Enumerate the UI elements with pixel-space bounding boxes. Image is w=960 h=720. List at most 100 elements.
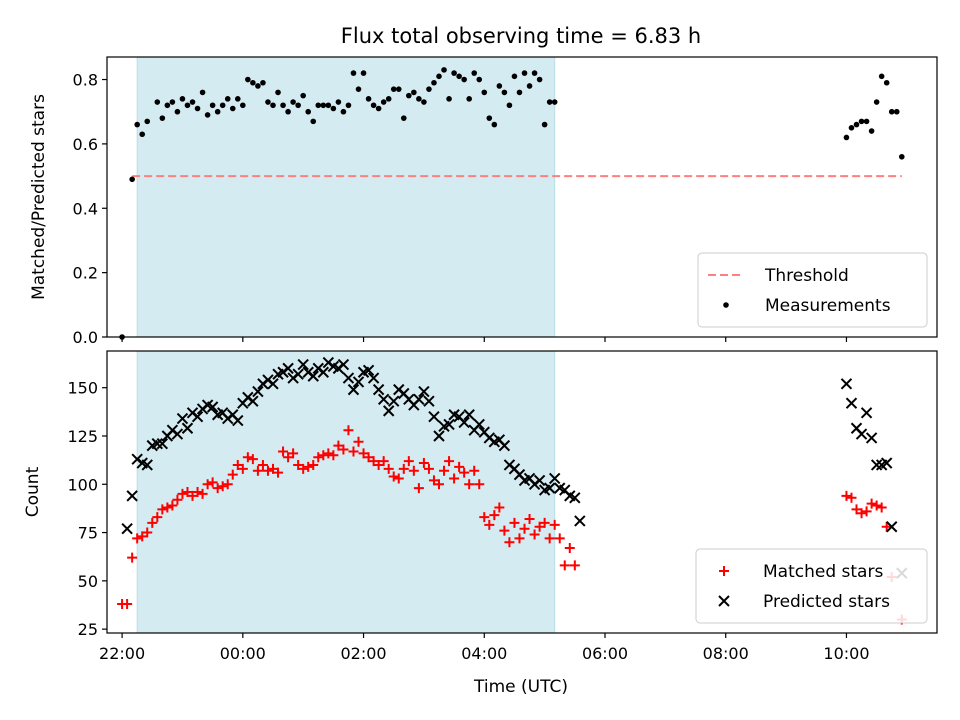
x-tick-label: 02:00 xyxy=(340,644,386,663)
matched-star-point xyxy=(851,504,862,515)
matched-star-point xyxy=(449,473,460,484)
measurement-point xyxy=(240,102,246,109)
predicted-star-point xyxy=(206,401,219,413)
measurement-point xyxy=(305,108,312,115)
matched-star-point xyxy=(182,487,193,497)
predicted-star-point xyxy=(840,378,853,390)
matched-star-point xyxy=(303,461,314,472)
measurement-point xyxy=(521,70,528,76)
measurement-point xyxy=(159,115,166,121)
x-tick-label: 06:00 xyxy=(582,644,628,663)
measurement-point xyxy=(416,96,422,102)
series-measurements xyxy=(119,67,905,340)
measurement-point xyxy=(486,115,493,121)
predicted-star-point xyxy=(388,395,400,407)
matched-star-point xyxy=(222,479,233,490)
predicted-star-point xyxy=(418,385,430,398)
y-tick-label: 150 xyxy=(67,379,98,398)
matched-star-point xyxy=(192,487,203,497)
measurement-point xyxy=(295,102,301,109)
figure-title: Flux total observing time = 6.83 h xyxy=(341,24,701,48)
y-tick-label: 125 xyxy=(67,427,98,446)
measurement-point xyxy=(325,102,332,109)
predicted-star-point xyxy=(362,364,375,377)
measurement-point xyxy=(431,79,437,86)
measurement-point xyxy=(471,70,478,76)
measurement-point xyxy=(290,99,296,105)
matched-star-point xyxy=(876,502,887,513)
predicted-star-point xyxy=(171,428,184,440)
measurement-point xyxy=(843,134,850,141)
measurement-point xyxy=(250,79,256,86)
measurement-point xyxy=(400,115,407,121)
x-axis-label: Time (UTC) xyxy=(473,677,568,697)
predicted-star-point xyxy=(141,459,153,471)
predicted-star-point xyxy=(413,393,425,405)
measurement-point xyxy=(219,102,226,109)
matched-star-point xyxy=(423,463,434,474)
matched-star-point xyxy=(871,500,882,511)
matched-star-point xyxy=(373,459,384,470)
legend-label: Threshold xyxy=(764,266,849,286)
measurement-point xyxy=(406,92,412,99)
measurement-point xyxy=(134,121,140,128)
matched-star-point xyxy=(328,450,339,461)
matched-star-point xyxy=(564,543,575,554)
matched-star-point xyxy=(197,488,208,499)
matched-star-point xyxy=(323,448,334,459)
predicted-star-point xyxy=(473,418,485,431)
matched-star-point xyxy=(383,463,394,474)
predicted-star-point xyxy=(307,370,319,382)
ratio-panel: 0.0 0.2 0.4 0.6 0.8 Matched/Predicted stars Th… xyxy=(29,56,938,347)
matched-star-point xyxy=(494,502,505,513)
matched-star-point xyxy=(137,531,148,542)
x-tick-label: 22:00 xyxy=(99,644,145,663)
predicted-star-point xyxy=(151,438,164,450)
observing-window-band xyxy=(136,56,556,338)
predicted-star-point xyxy=(297,358,309,371)
matched-star-point xyxy=(247,454,258,465)
predicted-star-point xyxy=(443,418,455,431)
matched-star-point xyxy=(469,465,480,476)
predicted-star-point xyxy=(870,459,883,471)
measurement-point xyxy=(335,99,342,105)
predicted-star-point xyxy=(282,362,294,375)
predicted-star-point xyxy=(423,395,435,407)
predicted-star-point xyxy=(367,372,380,384)
predicted-star-point xyxy=(252,385,264,398)
measurement-point xyxy=(516,89,523,96)
matched-star-point xyxy=(308,459,319,470)
matched-star-point xyxy=(242,452,253,463)
measurement-point xyxy=(139,131,146,138)
measurement-point xyxy=(360,70,367,76)
y-tick-label: 0.4 xyxy=(73,199,98,218)
y-tick-label: 0.0 xyxy=(73,328,98,347)
measurement-point xyxy=(436,73,442,80)
legend-measurement-swatch xyxy=(723,302,729,308)
measurement-point xyxy=(390,86,397,92)
matched-star-point xyxy=(474,479,485,490)
measurement-point xyxy=(270,102,276,109)
matched-star-point xyxy=(504,537,515,548)
measurement-point xyxy=(878,73,885,80)
legend-matched-swatch xyxy=(719,566,729,576)
matched-star-point xyxy=(479,512,490,523)
measurement-point xyxy=(853,121,860,128)
measurement-point xyxy=(214,108,221,115)
matched-star-point xyxy=(273,467,284,478)
measurement-point xyxy=(164,102,171,109)
matched-star-point xyxy=(298,463,309,474)
measurement-point xyxy=(234,96,241,102)
matched-star-point xyxy=(338,444,349,455)
matched-star-point xyxy=(846,492,857,503)
predicted-star-point xyxy=(156,438,169,450)
matched-star-point xyxy=(353,436,364,447)
measurement-point xyxy=(315,102,322,109)
predicted-star-point xyxy=(232,414,244,427)
predicted-star-point xyxy=(176,412,189,425)
matched-star-point xyxy=(167,500,178,511)
predicted-star-point xyxy=(191,410,204,423)
matched-star-point xyxy=(454,461,465,472)
predicted-star-point xyxy=(382,405,395,417)
